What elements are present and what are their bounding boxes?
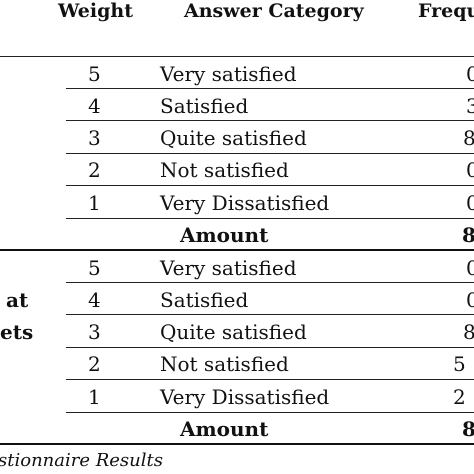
frequency-cell: 3 bbox=[466, 94, 474, 118]
section-2-side-label-line-2: ets bbox=[0, 320, 34, 344]
section-2-side-label-line-1: at bbox=[6, 288, 29, 312]
table-caption: stionnaire Results bbox=[0, 450, 163, 471]
frequency-cell: 8 bbox=[463, 126, 474, 150]
weight-cell: 2 bbox=[88, 158, 101, 182]
answer-category-column-header: Answer Category bbox=[184, 0, 364, 22]
row-divider bbox=[66, 379, 474, 380]
frequency-cell: 5 bbox=[453, 352, 466, 376]
row-divider bbox=[66, 88, 474, 89]
table-bottom-rule bbox=[0, 443, 474, 445]
frequency-cell: 0 bbox=[466, 288, 474, 312]
category-cell: Very satisfied bbox=[160, 62, 297, 86]
row-divider bbox=[66, 218, 474, 219]
category-cell: Quite satisfied bbox=[160, 320, 307, 344]
row-divider bbox=[66, 185, 474, 186]
amount-label: Amount bbox=[180, 417, 269, 441]
category-cell: Satisfied bbox=[160, 94, 249, 118]
section-separator bbox=[0, 249, 474, 251]
weight-cell: 3 bbox=[88, 126, 101, 150]
category-cell: Very Dissatisfied bbox=[160, 191, 330, 215]
weight-cell: 1 bbox=[88, 191, 101, 215]
weight-column-header: Weight bbox=[58, 0, 133, 22]
row-divider bbox=[66, 153, 474, 154]
frequency-cell: 0 bbox=[466, 256, 474, 280]
row-divider bbox=[66, 282, 474, 283]
frequency-column-header: Frequ bbox=[418, 0, 474, 22]
weight-cell: 4 bbox=[88, 94, 101, 118]
weight-cell: 5 bbox=[88, 256, 101, 280]
weight-cell: 3 bbox=[88, 320, 101, 344]
weight-cell: 1 bbox=[88, 385, 101, 409]
frequency-cell: 0 bbox=[466, 62, 474, 86]
frequency-cell: 0 bbox=[466, 191, 474, 215]
row-divider bbox=[66, 347, 474, 348]
frequency-cell: 2 bbox=[453, 385, 466, 409]
amount-value: 8 bbox=[462, 417, 474, 441]
weight-cell: 4 bbox=[88, 288, 101, 312]
row-divider bbox=[66, 314, 474, 315]
weight-cell: 2 bbox=[88, 352, 101, 376]
frequency-cell: 8 bbox=[463, 320, 474, 344]
header-rule bbox=[0, 56, 474, 57]
category-cell: Very satisfied bbox=[160, 256, 297, 280]
category-cell: Satisfied bbox=[160, 288, 249, 312]
category-cell: Not satisfied bbox=[160, 158, 289, 182]
frequency-cell: 0 bbox=[466, 158, 474, 182]
category-cell: Very Dissatisfied bbox=[160, 385, 330, 409]
category-cell: Quite satisfied bbox=[160, 126, 307, 150]
row-divider bbox=[66, 412, 474, 413]
category-cell: Not satisfied bbox=[160, 352, 289, 376]
amount-label: Amount bbox=[180, 223, 269, 247]
weight-cell: 5 bbox=[88, 62, 101, 86]
amount-value: 8 bbox=[462, 223, 474, 247]
row-divider bbox=[66, 120, 474, 121]
